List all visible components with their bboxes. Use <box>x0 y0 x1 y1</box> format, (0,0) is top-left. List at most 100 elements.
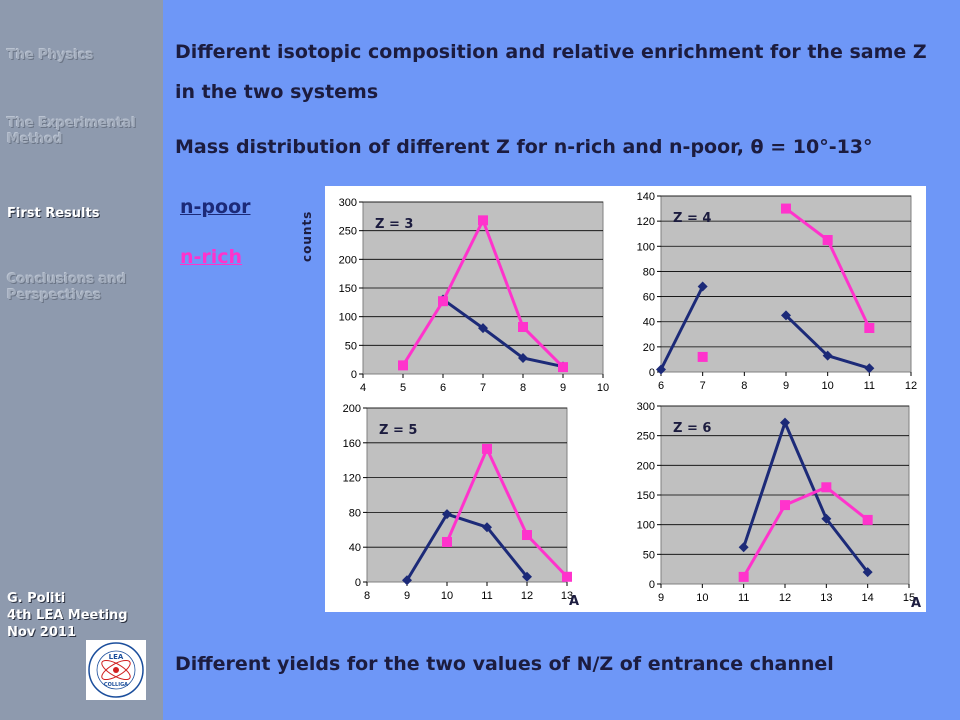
series-line-n-poor <box>742 418 869 574</box>
series-line-n-poor <box>442 298 564 369</box>
charts-panel: 0 50 100 150 200 250 300 4 5 6 7 8 9 10 Z = 3 0 20 40 60 8… <box>325 186 926 612</box>
series-line-n-poor <box>405 512 529 582</box>
x-tick-label: 13 <box>820 592 832 604</box>
logo-text-top: LEA <box>109 653 124 661</box>
y-tick-label: 100 <box>637 520 655 532</box>
x-tick-label: 6 <box>658 380 664 392</box>
y-tick-label: 50 <box>345 340 357 352</box>
author-block: G. Politi 4th LEA Meeting Nov 2011 <box>7 590 157 641</box>
x-tick-label: 13 <box>561 590 573 602</box>
y-tick-label: 0 <box>649 367 655 379</box>
x-tick-label: 8 <box>741 380 747 392</box>
y-tick-label: 60 <box>643 292 655 304</box>
data-point-n-poor <box>478 323 488 334</box>
meeting-name: 4th LEA Meeting <box>7 608 128 623</box>
x-tick-label: 15 <box>903 592 915 604</box>
y-tick-label: 80 <box>349 507 361 519</box>
x-tick-label: 12 <box>905 380 917 392</box>
data-point-n-poor <box>697 281 708 292</box>
y-tick-label: 150 <box>339 283 357 295</box>
y-tick-label: 200 <box>339 254 357 266</box>
data-point-n-poor <box>864 363 875 374</box>
y-tick-label: 120 <box>637 216 655 228</box>
chart-title: Z = 4 <box>673 211 711 226</box>
y-tick-label: 80 <box>643 266 655 278</box>
y-tick-label: 0 <box>649 579 655 591</box>
heading-mass-distribution: Mass distribution of different Z for n-r… <box>175 136 873 158</box>
data-point-n-poor <box>822 350 833 361</box>
x-tick-label: 9 <box>404 590 410 602</box>
chart-z5: 0 40 80 120 160 200 8 9 10 11 12 13 Z = 5 A <box>343 403 579 609</box>
data-point-n-poor <box>780 417 790 428</box>
x-axis-label: A <box>569 594 579 609</box>
x-tick-label: 10 <box>822 380 834 392</box>
x-tick-label: 6 <box>440 382 446 394</box>
y-tick-label: 100 <box>637 241 655 253</box>
y-tick-label: 160 <box>343 438 361 450</box>
series-line-n-rich <box>742 485 869 578</box>
data-point-n-rich <box>478 215 488 226</box>
lea-logo: LEA COLLIGA <box>86 640 146 700</box>
series-line-n-poor <box>659 285 705 371</box>
x-tick-label: 11 <box>738 592 749 604</box>
data-point-n-rich <box>482 443 492 454</box>
chart-z3: 0 50 100 150 200 250 300 4 5 6 7 8 9 10 Z = 3 <box>339 197 609 394</box>
author-name: G. Politi <box>7 591 66 606</box>
data-point-n-poor <box>862 567 873 578</box>
x-tick-label: 7 <box>480 382 486 394</box>
y-tick-label: 40 <box>643 317 655 329</box>
data-point-n-rich <box>697 351 708 362</box>
nav-item-first-results[interactable]: First Results <box>7 206 100 221</box>
y-tick-label: 0 <box>355 577 361 589</box>
heading-different-yields: Different yields for the two values of N… <box>175 653 834 675</box>
nav-item-experimental-method[interactable]: The Experimental Method <box>7 116 136 147</box>
chart-z6: 0 50 100 150 200 250 300 9 10 11 12 13 14 15 Z = 6 A <box>637 401 921 610</box>
x-tick-label: 10 <box>597 382 609 394</box>
x-tick-label: 14 <box>862 592 874 604</box>
data-point-n-poor <box>738 542 749 553</box>
data-point-n-rich <box>780 500 790 511</box>
data-point-n-rich <box>864 323 875 333</box>
x-tick-label: 8 <box>364 590 370 602</box>
data-point-n-rich <box>781 203 791 214</box>
data-point-n-poor <box>482 522 492 533</box>
data-point-n-rich <box>822 235 833 245</box>
data-point-n-poor <box>402 575 412 586</box>
data-point-n-poor <box>522 571 532 582</box>
x-tick-label: 9 <box>560 382 566 394</box>
chart-title: Z = 3 <box>375 217 413 232</box>
data-point-n-poor <box>821 513 832 524</box>
y-tick-label: 200 <box>637 460 655 472</box>
y-tick-label: 120 <box>343 473 361 485</box>
data-point-n-rich <box>522 530 532 541</box>
data-point-n-rich <box>562 571 572 582</box>
series-line-n-rich <box>445 445 569 578</box>
nav-item-conclusions[interactable]: Conclusions and Perspectives <box>7 272 127 303</box>
logo-text-bottom: COLLIGA <box>104 682 128 688</box>
chart-title: Z = 5 <box>379 423 417 438</box>
nav-item-physics[interactable]: The Physics <box>7 48 94 63</box>
y-tick-label: 250 <box>637 431 655 443</box>
x-tick-label: 11 <box>864 380 875 392</box>
y-tick-label: 20 <box>643 342 655 354</box>
x-tick-label: 10 <box>441 590 453 602</box>
y-tick-label: 250 <box>339 226 357 238</box>
x-tick-label: 11 <box>481 590 492 602</box>
x-tick-label: 8 <box>520 382 526 394</box>
x-tick-label: 4 <box>360 382 366 394</box>
heading-isotopic-composition: Different isotopic composition and relat… <box>175 41 927 103</box>
x-tick-label: 9 <box>658 592 664 604</box>
x-tick-label: 9 <box>783 380 789 392</box>
x-tick-label: 5 <box>400 382 406 394</box>
data-point-n-rich <box>518 321 528 332</box>
y-axis-label-counts: counts <box>300 210 314 262</box>
x-tick-label: 7 <box>700 380 706 392</box>
y-tick-label: 150 <box>637 490 655 502</box>
y-tick-label: 300 <box>637 401 655 413</box>
data-point-n-rich <box>862 514 873 525</box>
x-axis-label: A <box>911 596 921 610</box>
y-tick-label: 140 <box>637 191 655 203</box>
data-point-n-rich <box>821 482 832 493</box>
chart-title: Z = 6 <box>673 421 711 436</box>
data-point-n-rich <box>438 296 448 307</box>
